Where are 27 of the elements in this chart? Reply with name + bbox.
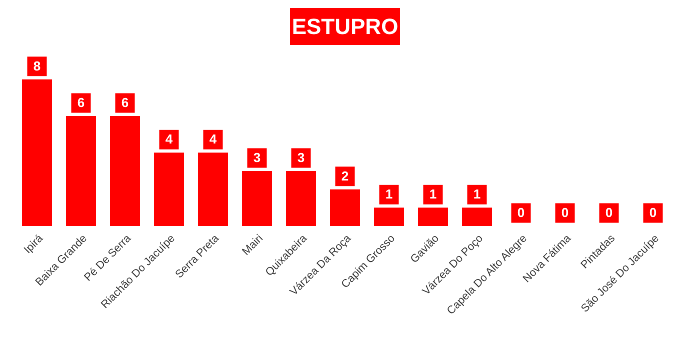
data-label: 4	[165, 132, 174, 147]
bar	[330, 189, 360, 226]
data-label: 1	[473, 186, 481, 202]
data-label: 6	[121, 95, 129, 110]
data-label: 0	[561, 205, 569, 220]
data-label: 0	[517, 205, 525, 220]
bar	[22, 79, 52, 226]
data-label: 3	[297, 150, 305, 165]
bar	[462, 208, 492, 226]
data-label: 1	[429, 186, 437, 202]
bar	[66, 116, 96, 226]
data-label: 6	[77, 95, 85, 110]
data-label: 0	[605, 205, 613, 220]
bar	[418, 208, 448, 226]
data-label: 3	[253, 150, 261, 165]
data-label: 4	[209, 132, 218, 147]
data-label: 0	[649, 205, 657, 220]
bar	[374, 208, 404, 226]
data-label: 2	[341, 168, 349, 184]
bar	[242, 171, 272, 226]
data-label: 1	[385, 186, 393, 202]
data-label: 8	[33, 58, 41, 74]
bar	[154, 152, 184, 226]
bar	[286, 171, 316, 226]
bar	[198, 152, 228, 226]
chart-title: ESTUPRO	[292, 14, 398, 39]
bar	[110, 116, 140, 226]
